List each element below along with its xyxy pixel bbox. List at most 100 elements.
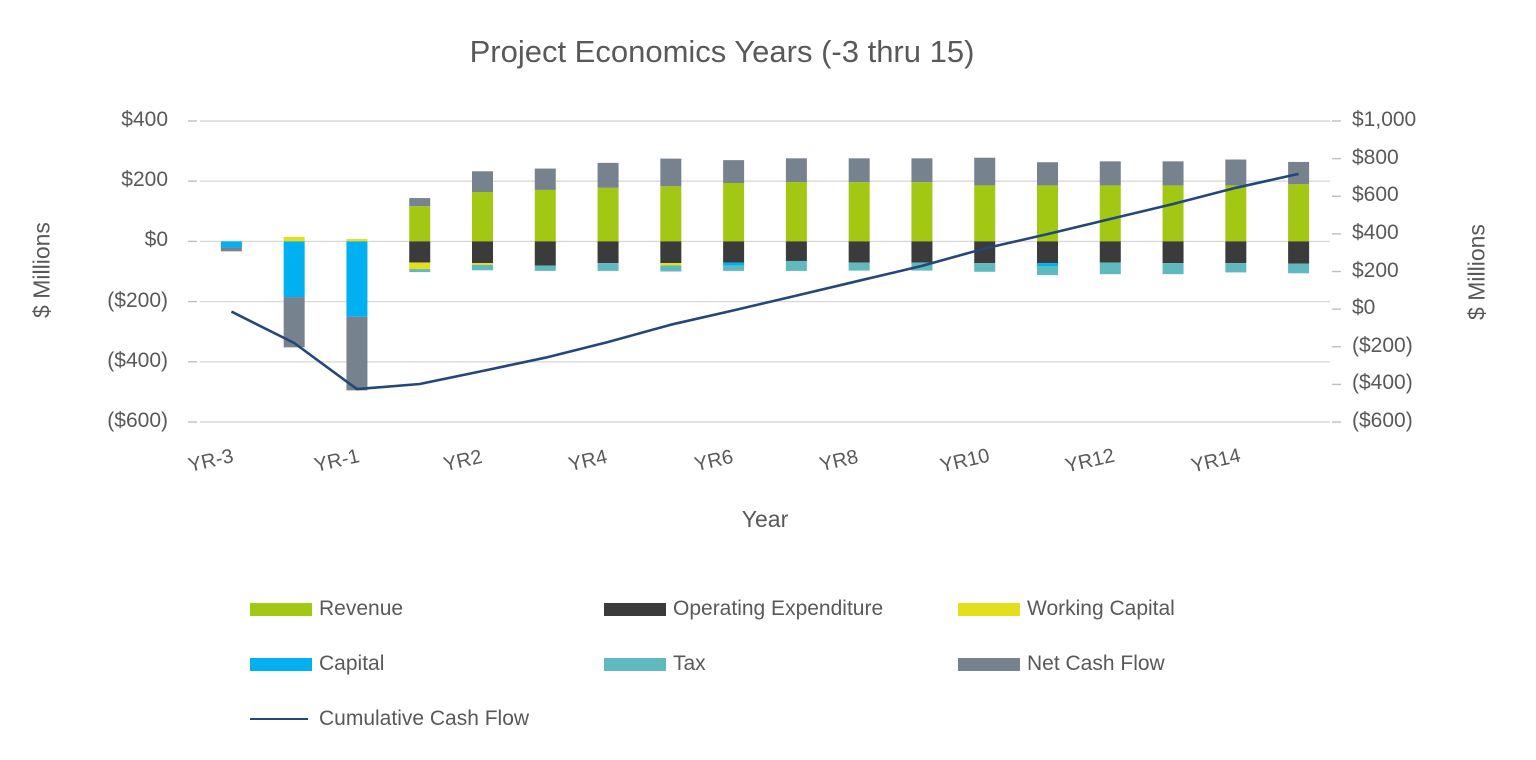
right-axis-title: $ Millions — [1463, 224, 1490, 320]
right-axis-tick-label: $200 — [1352, 258, 1399, 282]
bar-segment — [472, 263, 493, 265]
bar-segment — [974, 241, 996, 264]
bar-segment — [1288, 161, 1310, 185]
left-axis-tick-label: ($600) — [107, 409, 168, 432]
legend-label: Operating Expenditure — [673, 597, 884, 620]
bar-segment — [1162, 161, 1184, 186]
bar-segment — [472, 241, 493, 264]
bar-segment — [346, 241, 368, 317]
legend-label: Net Cash Flow — [1027, 652, 1165, 675]
bar-segment — [1288, 184, 1310, 242]
bar-segment — [597, 263, 619, 271]
legend-color-swatch — [250, 602, 312, 616]
bar-segment — [220, 241, 242, 248]
bar-segment — [409, 241, 431, 263]
bar-segment — [660, 265, 682, 272]
bar-segment — [283, 241, 305, 298]
right-axis-tick-label: ($200) — [1352, 333, 1413, 357]
legend-item: Operating Expenditure — [604, 597, 884, 620]
bar-segment — [409, 198, 431, 207]
legend-item: Net Cash Flow — [958, 652, 1165, 675]
bar-segment — [1225, 185, 1247, 242]
left-axis-tick-label: $400 — [121, 108, 168, 131]
bar-segment — [534, 265, 556, 271]
bar-segment — [785, 158, 807, 183]
bar-segment — [660, 263, 682, 266]
bar-segment — [534, 241, 556, 266]
bar-segment — [346, 316, 368, 391]
bar-segment — [723, 262, 745, 266]
left-axis-tick-label: $0 — [144, 228, 168, 252]
bar-segment — [472, 192, 493, 242]
right-axis-tick-label: $600 — [1352, 183, 1399, 207]
bar-segment — [1037, 241, 1058, 264]
bar-segment — [220, 247, 242, 252]
bar-segment — [974, 157, 996, 186]
bar-segment — [1099, 262, 1121, 275]
bar-segment — [283, 297, 305, 348]
bar-segment — [1288, 263, 1310, 274]
bar-segment — [785, 241, 807, 261]
bar-segment — [1225, 263, 1247, 273]
bar-segment — [1037, 162, 1058, 186]
bar-segment — [597, 241, 619, 264]
bar-segment — [848, 241, 870, 263]
legend-color-swatch — [958, 657, 1020, 671]
bar-segment — [472, 264, 493, 271]
bar-segment — [1099, 161, 1121, 186]
bar-segment — [597, 162, 619, 188]
chart-title: Project Economics Years (-3 thru 15) — [469, 34, 975, 69]
legend-label: Capital — [319, 652, 385, 675]
bar-segment — [1225, 241, 1247, 264]
right-axis-tick-label: $400 — [1352, 220, 1399, 244]
bar-segment — [346, 238, 368, 242]
bar-segment — [1099, 185, 1121, 242]
bar-segment — [911, 158, 933, 183]
bar-segment — [974, 263, 996, 272]
legend-label: Tax — [673, 652, 706, 675]
legend-color-swatch — [604, 602, 666, 616]
legend-label: Cumulative Cash Flow — [319, 707, 530, 730]
right-axis-tick-label: $1,000 — [1352, 108, 1417, 131]
bar-segment — [911, 241, 933, 263]
bar-segment — [785, 182, 807, 242]
bar-segment — [1162, 263, 1184, 275]
bar-segment — [534, 189, 556, 242]
legend-item: Capital — [250, 652, 385, 675]
legend-item: Tax — [604, 652, 706, 675]
legend-line-swatch — [250, 718, 308, 720]
bar-segment — [472, 171, 493, 193]
bar-segment — [409, 206, 431, 242]
legend-item: Working Capital — [958, 597, 1175, 620]
bar-segment — [848, 262, 870, 271]
bar-segment — [911, 182, 933, 242]
left-axis-tick-label: $200 — [121, 168, 168, 192]
legend-color-swatch — [604, 657, 666, 671]
legend-label: Revenue — [319, 597, 404, 620]
bar-segment — [723, 241, 745, 263]
legend-color-swatch — [958, 602, 1020, 616]
bar-segment — [785, 260, 807, 271]
bar-segment — [723, 265, 745, 271]
legend-item: Revenue — [250, 597, 404, 620]
right-axis-tick-label: $0 — [1352, 296, 1376, 320]
bar-segment — [723, 160, 745, 184]
bar-segment — [1037, 263, 1058, 267]
bar-segment — [660, 241, 682, 264]
legend-label: Working Capital — [1027, 597, 1175, 620]
bar-segment — [1099, 241, 1121, 263]
bar-segment — [1037, 266, 1058, 276]
bar-segment — [1037, 185, 1058, 242]
bar-segment — [534, 168, 556, 190]
legend-color-swatch — [250, 657, 312, 671]
bar-segment — [660, 186, 682, 242]
bar-segment — [660, 158, 682, 187]
bar-segment — [1225, 159, 1247, 186]
cumulative-cash-flow-line — [230, 172, 1299, 391]
right-axis-tick-label: $800 — [1352, 145, 1399, 169]
legend-item: Cumulative Cash Flow — [250, 707, 530, 730]
bar-segment — [597, 187, 619, 242]
bar-segment — [409, 262, 431, 270]
